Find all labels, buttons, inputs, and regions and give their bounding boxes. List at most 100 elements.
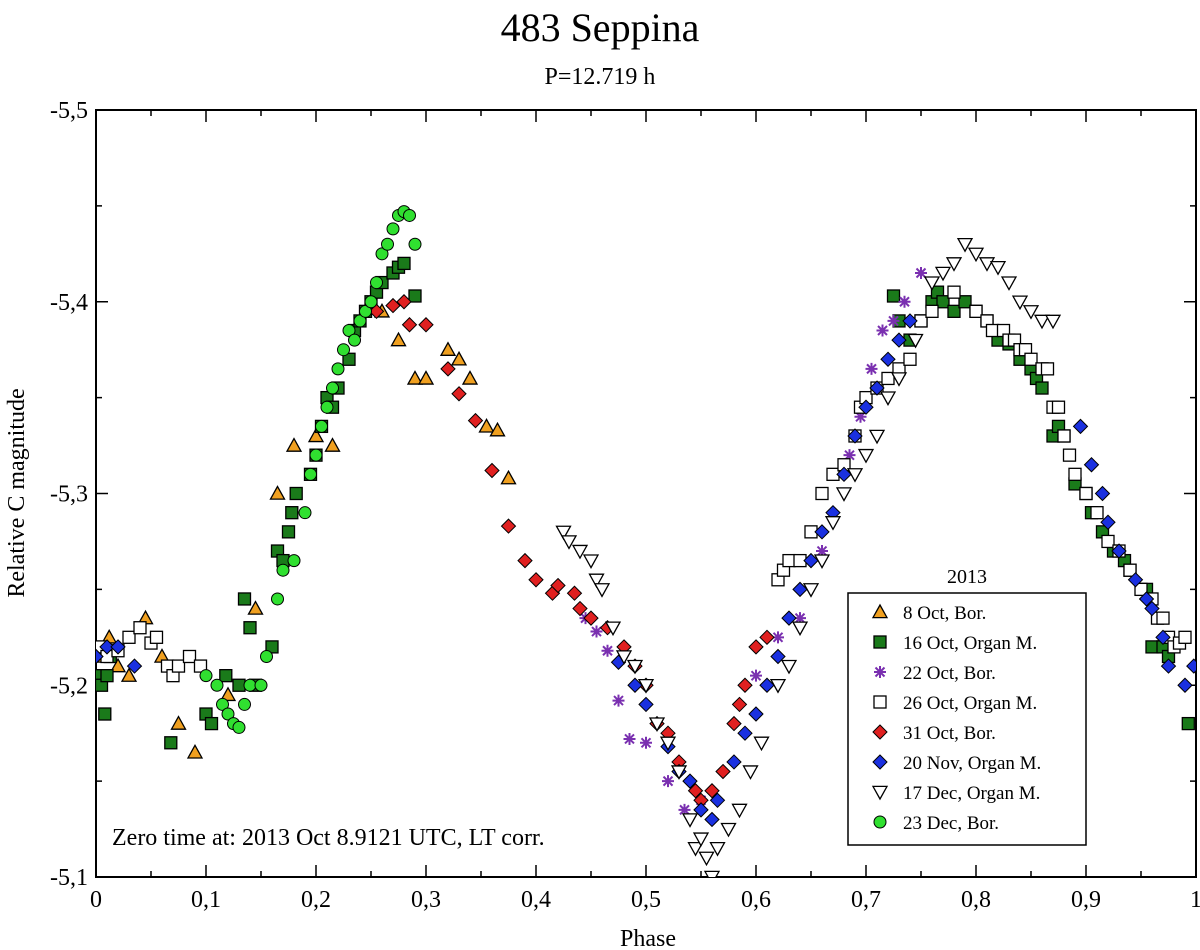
data-point — [858, 399, 874, 415]
data-point — [353, 314, 367, 328]
data-point — [813, 554, 831, 569]
legend-marker — [871, 785, 889, 801]
data-point — [193, 659, 208, 673]
data-point — [907, 333, 924, 349]
data-point — [461, 370, 479, 385]
data-point — [803, 552, 819, 569]
data-point — [149, 630, 164, 644]
data-point — [1094, 485, 1111, 502]
data-point — [1178, 630, 1192, 644]
data-point — [759, 629, 775, 646]
data-point — [500, 518, 517, 534]
data-point — [401, 317, 418, 333]
data-point — [417, 370, 435, 385]
data-point — [467, 412, 484, 429]
data-point — [637, 679, 655, 694]
data-point — [126, 658, 143, 674]
data-point — [320, 400, 334, 414]
data-point — [814, 524, 830, 540]
data-point — [704, 811, 720, 828]
data-point — [640, 736, 652, 749]
data-point — [934, 266, 952, 282]
axis-ticks: 0 0,1 0,2 0,3 0,4 0,5 0,6 0,7 0,8 0,9 1 -5,5 -5,4 -5,… — [50, 98, 1200, 913]
data-point — [836, 466, 852, 483]
data-point — [794, 612, 806, 625]
y-tick-label: -5,3 — [50, 482, 88, 508]
data-point — [500, 469, 517, 485]
data-point — [903, 352, 917, 366]
data-point — [876, 324, 889, 337]
data-point — [269, 485, 286, 500]
data-point — [1160, 658, 1177, 674]
data-point — [182, 649, 197, 664]
data-point — [232, 678, 246, 692]
data-point — [1177, 677, 1193, 693]
data-point — [958, 295, 972, 309]
data-point — [726, 754, 742, 770]
data-point — [638, 696, 654, 713]
data-point — [403, 208, 416, 222]
data-point — [219, 669, 233, 683]
x-tick-label: 0,7 — [851, 887, 881, 913]
legend-marker — [873, 695, 887, 709]
data-point — [857, 448, 875, 464]
data-point — [285, 437, 303, 452]
data-point — [342, 352, 356, 366]
data-point — [792, 581, 808, 598]
y-axis-label: Relative C magnitude — [4, 388, 30, 597]
data-point — [720, 822, 737, 838]
data-point — [572, 600, 588, 617]
data-point — [390, 331, 407, 347]
legend-label: 17 Dec, Organ M. — [903, 783, 1040, 804]
data-point — [648, 717, 666, 732]
data-point — [210, 678, 224, 692]
x-tick-label: 0,9 — [1071, 887, 1101, 913]
x-tick-label: 0,2 — [301, 887, 331, 913]
data-point — [967, 247, 985, 263]
data-point — [260, 649, 273, 663]
data-point — [989, 260, 1007, 276]
data-point — [1155, 629, 1171, 646]
data-point — [1062, 448, 1077, 462]
legend-marker — [872, 754, 888, 770]
legend-label: 31 Oct, Bor. — [903, 723, 996, 744]
series-8 — [199, 205, 422, 734]
data-point — [890, 372, 908, 387]
data-point — [583, 610, 599, 626]
legend-box — [847, 592, 1087, 846]
data-point — [593, 583, 611, 598]
data-point — [947, 304, 961, 318]
data-point — [451, 386, 467, 402]
data-point — [815, 486, 829, 501]
x-tick-label: 0,5 — [631, 887, 661, 913]
data-point — [726, 715, 742, 732]
data-point — [923, 276, 941, 291]
data-point — [304, 467, 317, 481]
data-point — [408, 289, 422, 303]
data-point — [978, 257, 996, 272]
x-tick-label: 0,6 — [741, 887, 771, 913]
data-point — [1134, 582, 1148, 597]
data-point — [375, 247, 389, 261]
legend-label: 23 Dec, Bor. — [903, 813, 999, 834]
data-point — [824, 516, 842, 531]
data-point — [326, 381, 339, 395]
y-tick-label: -5,1 — [50, 865, 88, 891]
data-point — [802, 583, 820, 598]
data-point — [772, 631, 784, 644]
data-point — [418, 317, 434, 333]
data-point — [243, 678, 257, 692]
data-point — [704, 783, 720, 799]
data-point — [750, 669, 762, 682]
data-point — [947, 285, 961, 299]
zero-time-annotation: Zero time at: 2013 Oct 8.9121 UTC, LT co… — [112, 825, 545, 851]
data-point — [370, 276, 383, 290]
x-axis-label: Phase — [620, 926, 676, 950]
data-point — [956, 237, 974, 253]
data-point — [396, 294, 412, 310]
data-point — [307, 427, 325, 443]
legend-marker — [873, 635, 887, 649]
data-point — [985, 323, 1000, 338]
data-point — [120, 667, 138, 682]
legend: 2013 8 Oct, Bor. 16 Oct, Organ M. 22 Oct, … — [847, 566, 1087, 846]
